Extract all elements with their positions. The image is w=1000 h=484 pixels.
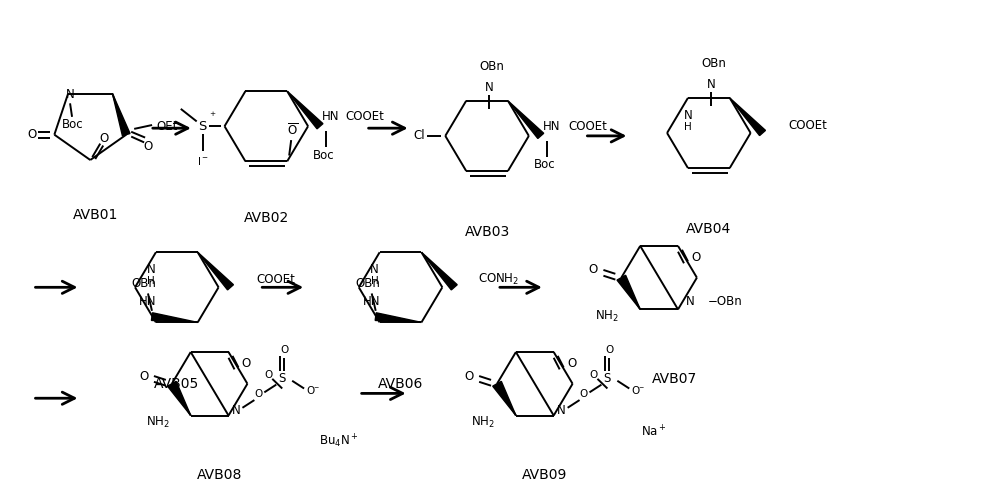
Text: AVB01: AVB01	[73, 208, 118, 222]
Text: N: N	[557, 404, 566, 417]
Polygon shape	[198, 252, 233, 290]
Text: N: N	[370, 263, 379, 276]
Text: O: O	[100, 132, 109, 145]
Text: OEt: OEt	[156, 121, 177, 134]
Text: O: O	[691, 251, 701, 264]
Text: COOEt: COOEt	[256, 273, 295, 286]
Text: AVB03: AVB03	[464, 226, 510, 239]
Polygon shape	[113, 94, 130, 136]
Text: NH$_2$: NH$_2$	[471, 415, 495, 430]
Text: HN: HN	[322, 110, 339, 123]
Text: $^-$: $^-$	[312, 384, 320, 393]
Text: NH$_2$: NH$_2$	[146, 415, 170, 430]
Text: O: O	[306, 386, 314, 396]
Text: OBn: OBn	[132, 277, 156, 290]
Polygon shape	[151, 313, 198, 322]
Text: AVB02: AVB02	[244, 211, 289, 225]
Text: HN: HN	[139, 295, 157, 308]
Text: $\overline{\mathrm{O}}$: $\overline{\mathrm{O}}$	[287, 122, 298, 138]
Text: O: O	[631, 386, 639, 396]
Text: O: O	[567, 357, 576, 370]
Text: HN: HN	[543, 120, 560, 133]
Polygon shape	[421, 252, 457, 290]
Text: NH$_2$: NH$_2$	[595, 309, 619, 324]
Polygon shape	[508, 101, 544, 138]
Polygon shape	[617, 275, 640, 309]
Text: N: N	[706, 78, 715, 91]
Text: S: S	[604, 372, 611, 385]
Text: AVB04: AVB04	[686, 223, 731, 237]
Text: HN: HN	[363, 295, 380, 308]
Text: O: O	[28, 128, 37, 141]
Text: O: O	[139, 370, 149, 382]
Text: AVB08: AVB08	[197, 469, 242, 483]
Text: N: N	[232, 404, 241, 417]
Text: AVB06: AVB06	[378, 377, 423, 391]
Text: N: N	[684, 109, 692, 122]
Text: Na$^+$: Na$^+$	[641, 424, 667, 439]
Polygon shape	[730, 98, 765, 136]
Text: Cl: Cl	[414, 129, 425, 142]
Polygon shape	[493, 381, 516, 415]
Text: Boc: Boc	[534, 158, 556, 171]
Text: COOEt: COOEt	[569, 120, 607, 133]
Text: N: N	[686, 295, 694, 308]
Text: N: N	[485, 81, 493, 94]
Text: O: O	[264, 370, 272, 380]
Text: O: O	[242, 357, 251, 370]
Text: O: O	[465, 370, 474, 382]
Text: AVB09: AVB09	[522, 469, 567, 483]
Text: Boc: Boc	[313, 149, 335, 162]
Polygon shape	[168, 381, 191, 415]
Text: S: S	[279, 372, 286, 385]
Text: H: H	[147, 276, 155, 286]
Text: O: O	[579, 389, 588, 399]
Text: AVB05: AVB05	[154, 377, 199, 391]
Text: O: O	[254, 389, 262, 399]
Text: O: O	[605, 345, 614, 355]
Polygon shape	[375, 313, 421, 322]
Text: N: N	[147, 263, 155, 276]
Text: I$^-$: I$^-$	[197, 155, 209, 167]
Text: H: H	[371, 276, 379, 286]
Text: Bu$_4$N$^+$: Bu$_4$N$^+$	[319, 433, 359, 450]
Text: OBn: OBn	[355, 277, 380, 290]
Text: OBn: OBn	[480, 60, 504, 73]
Text: O: O	[589, 263, 598, 276]
Text: $^+$: $^+$	[208, 112, 217, 121]
Text: O: O	[280, 345, 288, 355]
Text: H: H	[684, 122, 692, 132]
Polygon shape	[287, 91, 323, 129]
Text: AVB07: AVB07	[651, 372, 697, 386]
Text: COOEt: COOEt	[788, 119, 827, 132]
Text: CONH$_2$: CONH$_2$	[478, 272, 519, 287]
Text: Boc: Boc	[62, 118, 84, 131]
Text: −OBn: −OBn	[708, 295, 743, 308]
Text: O: O	[143, 140, 153, 153]
Text: OBn: OBn	[701, 57, 726, 70]
Text: O: O	[589, 370, 598, 380]
Text: S: S	[198, 120, 207, 133]
Text: COOEt: COOEt	[346, 110, 385, 123]
Text: N: N	[66, 88, 74, 101]
Text: $^-$: $^-$	[637, 384, 645, 393]
